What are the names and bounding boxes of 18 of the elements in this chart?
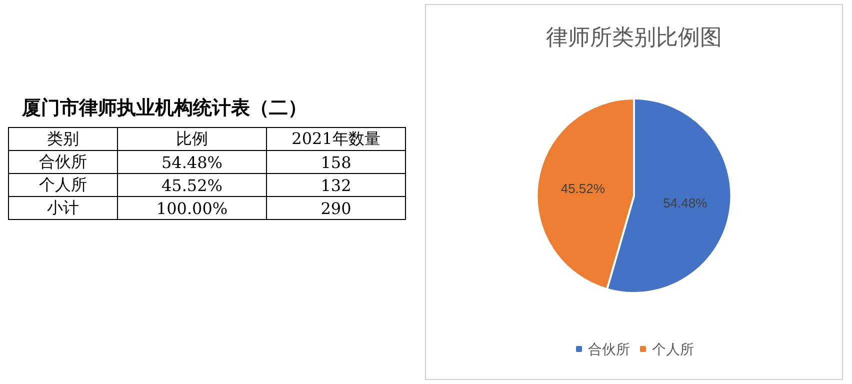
text: 158: [266, 150, 406, 174]
text: 个人所: [8, 174, 118, 196]
text: 小计: [8, 196, 118, 220]
chart-title: 律师所类别比例图: [546, 24, 722, 50]
text: 2021年数量: [266, 128, 406, 150]
text: 合伙所: [8, 150, 118, 174]
text: 132: [266, 174, 406, 196]
text: 100.00%: [118, 196, 266, 220]
legend-label: 合伙所: [588, 341, 630, 357]
legend-label: 个人所: [652, 341, 694, 357]
text: 类别: [8, 128, 118, 150]
text: 54.48%: [118, 150, 266, 174]
text: 290: [266, 196, 406, 220]
data-label: 45.52%: [560, 181, 606, 196]
text: 比例: [118, 128, 266, 150]
data-label: 54.48%: [663, 195, 708, 210]
text: 45.52%: [118, 174, 266, 196]
text: 厦门市律师执业机构统计表（二）: [22, 96, 308, 121]
